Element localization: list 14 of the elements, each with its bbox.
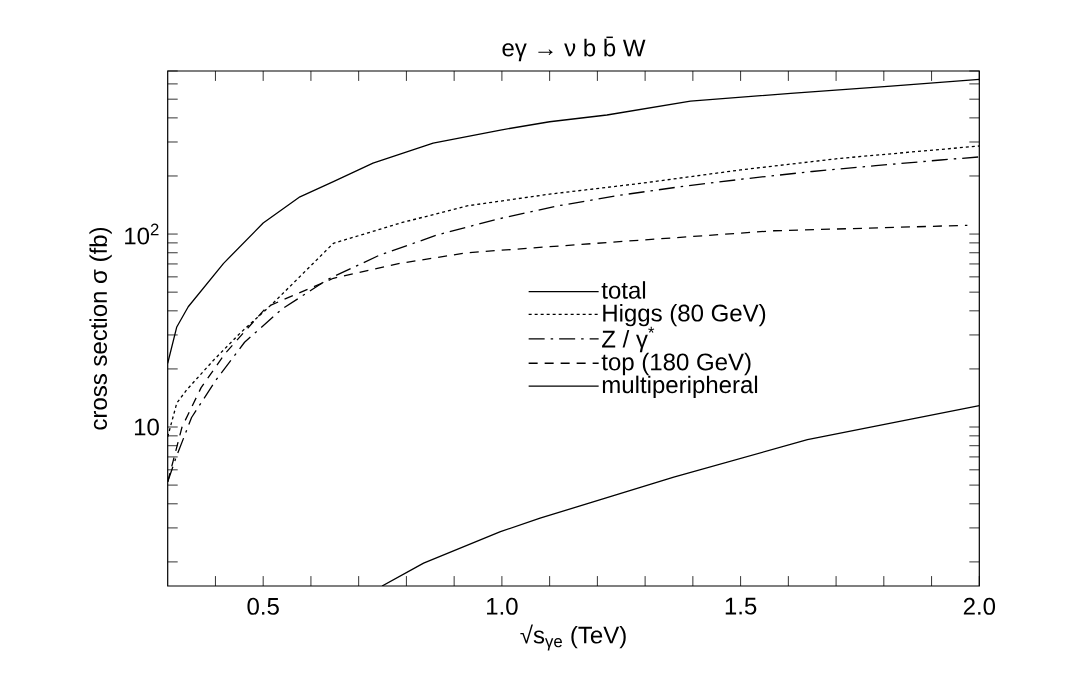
x-tick-label: 0.5 xyxy=(247,597,279,615)
chart-title: eγ → ν b b̄ W xyxy=(502,36,646,62)
legend-label: Higgs (80 GeV) xyxy=(603,304,766,327)
legend-label: total xyxy=(601,281,646,299)
y-axis-title: cross section σ (fb) xyxy=(89,227,112,430)
legend-label: multiperipheral xyxy=(602,375,758,399)
x-tick-label: 1.5 xyxy=(725,597,757,615)
x-axis-title: √s$_{γe}$ (TeV) xyxy=(520,624,626,651)
x-tick-label: 2.0 xyxy=(963,597,996,615)
y-tick-label: 10$^{2}$ xyxy=(125,223,159,245)
legend-label: top (180 GeV) xyxy=(601,352,751,376)
legend-label: Z / γ$^{*}$ xyxy=(602,326,655,353)
y-tick-label: 10 xyxy=(134,418,159,436)
x-tick-label: 1.0 xyxy=(487,597,518,615)
